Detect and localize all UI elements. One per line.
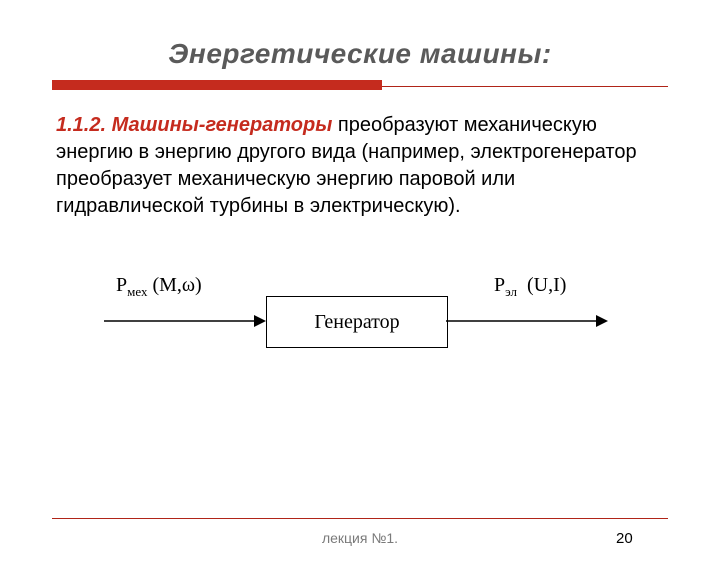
generator-box-label: Генератор — [314, 311, 399, 333]
generator-box: Генератор — [266, 296, 448, 348]
footer-text: лекция №1. — [0, 530, 720, 546]
footer-rule — [52, 518, 668, 519]
body-paragraph: 1.1.2. Машины-генераторы преобразуют мех… — [56, 112, 664, 220]
slide-title: Энергетические машины: — [0, 38, 720, 70]
title-rule — [52, 80, 668, 94]
slide: Энергетические машины: 1.1.2. Машины-ген… — [0, 38, 720, 578]
title-rule-thick — [52, 80, 382, 90]
diagram: Рмех (М,ω) Генератор Рэл (U,I) — [56, 256, 664, 376]
input-label: Рмех (М,ω) — [116, 274, 202, 300]
input-paren: (М,ω) — [152, 274, 201, 296]
output-paren: (U,I) — [527, 274, 566, 296]
output-subscript: эл — [505, 284, 517, 299]
input-symbol: Р — [116, 274, 127, 296]
output-label: Рэл (U,I) — [494, 274, 566, 300]
arrow-out-icon — [446, 311, 608, 331]
page-number: 20 — [616, 530, 633, 547]
arrow-in-icon — [104, 311, 266, 331]
output-symbol: Р — [494, 274, 505, 296]
input-subscript: мех — [127, 284, 147, 299]
paragraph-lead: 1.1.2. Машины-генераторы — [56, 114, 332, 136]
